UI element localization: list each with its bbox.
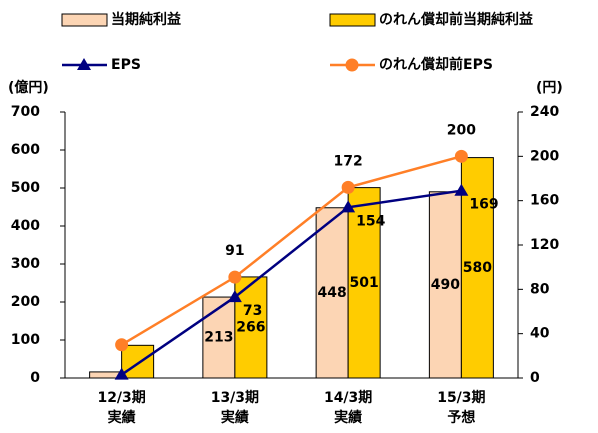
bar	[315, 207, 349, 379]
bar	[428, 191, 462, 379]
y2-tick-label: 200	[530, 148, 559, 164]
x-tick-label: 予想	[447, 409, 475, 426]
data-label: 448	[318, 285, 347, 301]
line	[120, 189, 462, 376]
y-tick-label: 500	[11, 180, 40, 196]
line-marker	[228, 270, 242, 284]
data-label: 501	[350, 275, 379, 291]
y2-tick-label: 160	[530, 193, 559, 209]
bar	[121, 344, 155, 379]
y-tick-label: 100	[11, 332, 40, 348]
y-tick-label: 600	[11, 142, 40, 158]
x-tick-label: 15/3期	[437, 390, 485, 406]
line-marker	[115, 338, 129, 352]
legend-marker	[345, 58, 359, 72]
bar	[460, 157, 494, 379]
data-label: 172	[334, 153, 363, 169]
line-marker	[454, 183, 469, 196]
y-axis-label: (億円)	[8, 79, 49, 96]
data-label: 580	[463, 260, 492, 276]
legend-marker	[77, 58, 91, 70]
y-tick-label: 0	[30, 370, 40, 386]
y-tick-label: 200	[11, 294, 40, 310]
y-tick-label: 300	[11, 256, 40, 272]
y2-tick-label: 80	[530, 281, 550, 297]
y2-tick-label: 120	[530, 237, 559, 253]
data-label: 154	[356, 213, 385, 229]
line-marker	[341, 200, 356, 213]
y2-tick-label: 240	[530, 104, 559, 120]
y2-tick-label: 40	[530, 326, 550, 342]
data-label: 200	[447, 122, 476, 138]
x-tick-label: 14/3期	[324, 390, 372, 406]
y2-tick-label: 0	[530, 370, 540, 386]
legend-label: 当期純利益	[111, 11, 181, 28]
legend-swatch	[329, 13, 376, 27]
line-marker	[454, 149, 468, 163]
x-tick-label: 実績	[334, 409, 362, 426]
legend-label: のれん償却前EPS	[379, 56, 493, 73]
data-label: 490	[431, 277, 460, 293]
y-tick-label: 400	[11, 218, 40, 234]
legend-swatch	[61, 13, 108, 27]
data-label: 213	[204, 330, 233, 346]
x-tick-label: 12/3期	[97, 390, 145, 406]
line-marker	[341, 180, 355, 194]
y-tick-label: 700	[11, 104, 40, 120]
bar	[347, 187, 381, 379]
x-tick-label: 13/3期	[211, 390, 259, 406]
data-label: 266	[236, 319, 265, 335]
data-label: 73	[243, 303, 262, 319]
data-label: 91	[225, 243, 244, 259]
x-tick-label: 実績	[221, 409, 249, 426]
data-label: 169	[469, 197, 498, 213]
line-marker	[227, 290, 242, 303]
legend-label: EPS	[111, 57, 141, 73]
line-marker	[114, 367, 129, 380]
y2-axis-label: (円)	[536, 80, 563, 96]
legend-label: のれん償却前当期純利益	[379, 11, 533, 28]
x-tick-label: 実績	[108, 409, 136, 426]
line	[120, 155, 462, 346]
